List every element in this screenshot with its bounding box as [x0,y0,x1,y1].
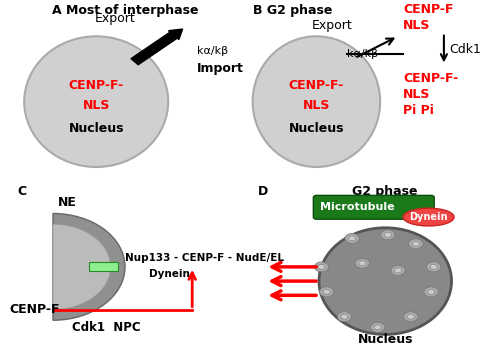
Circle shape [384,232,392,237]
Text: Microtubule: Microtubule [320,202,394,212]
Text: Pi Pi: Pi Pi [403,104,434,117]
Wedge shape [53,213,125,320]
Text: Cdk1  NPC: Cdk1 NPC [72,321,141,334]
Ellipse shape [403,208,454,226]
Circle shape [412,241,420,246]
Text: Nucleus: Nucleus [68,122,124,135]
Text: Dynein: Dynein [410,212,448,222]
Text: CENP-F-: CENP-F- [68,79,124,92]
Text: CENP-F: CENP-F [10,303,60,316]
Text: Dynein: Dynein [149,269,190,279]
Text: Import: Import [197,62,244,76]
Text: CENP-F-: CENP-F- [403,72,458,85]
Text: Export: Export [312,19,352,32]
FancyArrow shape [131,29,182,65]
Text: CENP-F: CENP-F [403,3,454,16]
Text: kα/kβ: kα/kβ [347,49,378,60]
Circle shape [338,312,351,322]
Circle shape [314,262,328,272]
Circle shape [391,265,405,276]
Bar [89,261,118,271]
Circle shape [355,258,370,268]
Circle shape [408,239,423,249]
Circle shape [323,289,330,294]
Text: G2 phase: G2 phase [352,185,418,198]
Circle shape [380,230,395,240]
Text: NLS: NLS [403,88,430,101]
Circle shape [374,325,381,330]
Text: Cdk1: Cdk1 [449,42,481,56]
Text: NLS: NLS [82,99,110,112]
Circle shape [430,264,438,269]
Text: Nucleus: Nucleus [358,333,413,346]
Circle shape [318,264,325,269]
Text: Nucleus: Nucleus [288,122,344,135]
Wedge shape [53,224,110,310]
Text: Export: Export [95,12,136,25]
Ellipse shape [252,36,380,167]
Circle shape [394,268,402,273]
Text: NLS: NLS [403,19,430,32]
Text: D: D [258,185,268,198]
Circle shape [341,314,348,319]
Text: NE: NE [58,196,76,209]
Ellipse shape [319,228,452,334]
Text: C: C [17,185,26,198]
Circle shape [348,236,356,241]
Text: A Most of interphase: A Most of interphase [52,4,198,17]
Circle shape [407,314,414,319]
Circle shape [345,233,359,244]
FancyBboxPatch shape [314,195,434,219]
Circle shape [320,287,334,297]
Circle shape [370,322,384,333]
Text: CENP-F-: CENP-F- [289,79,344,92]
Circle shape [404,312,418,322]
Circle shape [426,262,441,272]
Text: Nup133 - CENP-F - NudE/EL: Nup133 - CENP-F - NudE/EL [125,253,284,263]
Ellipse shape [24,36,168,167]
Circle shape [424,287,438,297]
Circle shape [428,289,434,294]
Text: NLS: NLS [302,99,330,112]
Text: kα/kβ: kα/kβ [197,46,228,56]
Text: B G2 phase: B G2 phase [252,4,332,17]
Circle shape [358,261,366,266]
